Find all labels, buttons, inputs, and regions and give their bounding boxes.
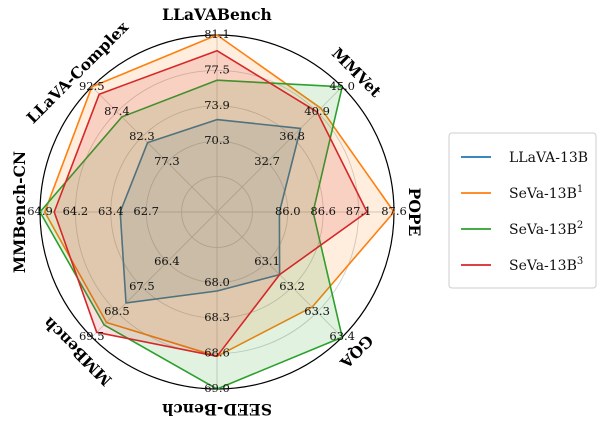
tick-label: 63.4 (98, 204, 124, 218)
tick-label: 92.5 (79, 79, 105, 93)
axis-title: MMBench-CN (10, 151, 29, 273)
axis-title: POPE (405, 188, 424, 237)
tick-label: 45.0 (329, 79, 355, 93)
tick-label: 68.5 (104, 304, 130, 318)
series-layer (39, 34, 395, 390)
tick-label: 66.4 (154, 254, 180, 268)
legend-series-name: SeVa-13B (509, 186, 577, 202)
tick-label: 87.4 (104, 104, 130, 118)
series-polygon-3 (39, 79, 344, 390)
axis-title: LLaVABench (162, 5, 272, 24)
tick-layer: 70.3 73.9 77.5 81.1 32.7 36.8 40.9 45.0 86.0 86.6… (27, 27, 407, 395)
legend-series-superscript: 1 (577, 184, 583, 195)
tick-label: 86.6 (310, 204, 336, 218)
tick-label: 70.3 (204, 133, 230, 147)
legend-box (448, 132, 597, 289)
legend-label-3: SeVa-13B2 (509, 220, 583, 238)
legend-series-name: SeVa-13B (509, 258, 577, 274)
legend-series-name: LLaVA-13B (509, 150, 588, 166)
series-polygon-4 (53, 49, 368, 358)
legend-series-superscript: 2 (577, 220, 583, 231)
tick-label: 77.3 (154, 154, 180, 168)
series-polygon-1 (119, 118, 302, 304)
legend-label-1: LLaVA-13B (509, 150, 588, 166)
tick-label: 73.9 (204, 98, 230, 112)
tick-label: 64.9 (27, 204, 53, 218)
tick-label: 87.1 (346, 204, 372, 218)
tick-label: 87.6 (381, 204, 407, 218)
legend-label-4: SeVa-13B3 (509, 256, 583, 274)
tick-label: 63.2 (279, 279, 305, 293)
tick-label: 68.0 (204, 275, 230, 289)
tick-label: 32.7 (254, 154, 280, 168)
axis-title: SEED-Bench (162, 400, 272, 419)
tick-label: 67.5 (129, 279, 155, 293)
tick-label: 63.4 (329, 329, 355, 343)
tick-label: 68.3 (204, 310, 230, 324)
tick-label: 69.0 (204, 381, 230, 395)
tick-label: 68.6 (204, 346, 230, 360)
tick-label: 77.5 (204, 62, 230, 76)
tick-label: 82.3 (129, 129, 155, 143)
grid-spoke (91, 86, 218, 213)
tick-label: 63.3 (304, 304, 330, 318)
grid-spoke (91, 211, 218, 338)
legend-series-superscript: 3 (577, 256, 583, 267)
tick-label: 86.0 (275, 204, 301, 218)
tick-label: 62.7 (133, 204, 159, 218)
legend-series-name: SeVa-13B (509, 222, 577, 238)
tick-label: 64.2 (63, 204, 89, 218)
tick-label: 63.1 (254, 254, 280, 268)
tick-label: 40.9 (304, 104, 330, 118)
legend-label-2: SeVa-13B1 (509, 184, 583, 202)
tick-label: 69.5 (79, 329, 105, 343)
tick-label: 81.1 (204, 27, 230, 41)
tick-label: 36.8 (279, 129, 305, 143)
